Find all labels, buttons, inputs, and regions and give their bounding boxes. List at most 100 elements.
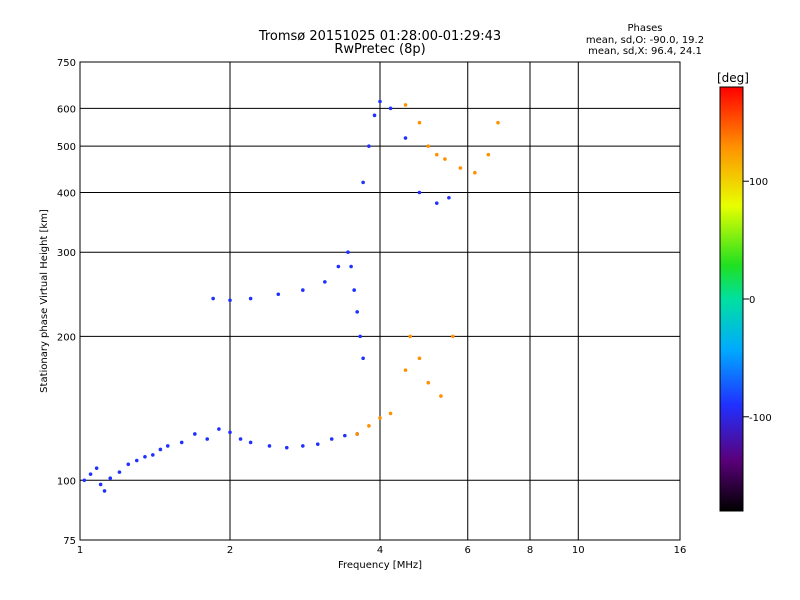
data-point: [355, 310, 359, 314]
data-point: [205, 437, 209, 441]
data-point: [458, 166, 463, 170]
data-point: [158, 447, 163, 452]
data-point: [228, 298, 232, 303]
chart-subtitle: RwPretec (8p): [334, 42, 425, 57]
data-point: [367, 144, 371, 148]
data-point: [126, 462, 131, 467]
y-tick-labels: 750 600 500 400 300 200 100 75: [57, 58, 76, 547]
data-point: [165, 444, 170, 448]
data-point: [403, 136, 408, 140]
data-point: [426, 380, 431, 385]
data-point: [276, 292, 281, 297]
colorbar-tick-label: 0: [749, 295, 755, 306]
data-point: [336, 264, 341, 269]
y-tick-label: 100: [57, 476, 76, 487]
x-tick-label: 10: [572, 545, 585, 556]
y-tick-label: 500: [57, 142, 76, 153]
colorbar: [719, 86, 744, 512]
data-point: [238, 437, 243, 441]
data-point: [94, 466, 99, 470]
data-point: [108, 476, 113, 481]
data-point: [301, 444, 305, 448]
chart-title: Tromsø 20151025 01:28:00-01:29:43: [258, 29, 501, 44]
data-point: [117, 470, 122, 474]
x-tick-label: 6: [465, 545, 471, 556]
data-point: [151, 453, 155, 457]
x-tick-label: 2: [227, 545, 233, 556]
y-axis-label: Stationary phase Virtual Height [km]: [39, 209, 50, 393]
x-axis-label: Frequency [MHz]: [338, 560, 422, 571]
data-point: [355, 432, 359, 436]
data-point: [496, 120, 500, 125]
data-point: [82, 478, 87, 483]
data-point: [443, 157, 447, 161]
colorbar-tick-label: 100: [749, 177, 768, 188]
colorbar-ticks: 100 0 -100: [743, 177, 772, 424]
data-point: [378, 416, 382, 420]
data-point: [439, 394, 443, 398]
data-point: [284, 445, 289, 450]
data-point: [143, 454, 147, 459]
data-point: [301, 288, 305, 292]
x-tick-label: 1: [77, 545, 83, 556]
data-point: [349, 264, 353, 269]
data-point: [329, 437, 334, 441]
data-point: [361, 180, 365, 185]
data-point: [417, 190, 422, 195]
data-point: [134, 458, 139, 463]
data-point: [451, 334, 455, 339]
data-point: [102, 489, 107, 493]
y-tick-label: 750: [57, 58, 76, 69]
x-tick-label: 8: [527, 545, 533, 556]
data-point: [434, 152, 439, 157]
y-tick-label: 600: [57, 104, 76, 115]
data-point: [228, 430, 232, 435]
data-point: [367, 424, 371, 428]
data-point: [417, 356, 422, 361]
data-point: [426, 144, 431, 148]
data-point: [388, 106, 393, 111]
data-point: [378, 99, 382, 104]
data-point: [352, 288, 356, 292]
data-point: [346, 250, 350, 255]
x-tick-label: 4: [377, 545, 383, 556]
data-point: [447, 195, 451, 200]
data-point: [434, 201, 439, 205]
colorbar-tick-label: -100: [749, 413, 772, 424]
y-tick-label: 75: [63, 536, 76, 547]
data-point: [248, 440, 253, 445]
data-point: [358, 334, 362, 339]
data-point: [372, 113, 377, 118]
data-point: [473, 170, 477, 175]
stats-title: Phases: [627, 23, 662, 34]
stats-line-x: mean, sd,X: 96.4, 24.1: [588, 46, 702, 57]
data-point: [417, 120, 422, 125]
data-point: [486, 152, 491, 157]
data-points: [82, 99, 500, 493]
data-point: [217, 427, 221, 431]
data-point: [179, 440, 184, 445]
data-point: [193, 432, 197, 436]
data-point: [361, 356, 365, 361]
x-tick-label: 16: [674, 545, 687, 556]
grid-lines: [80, 62, 680, 540]
data-point: [408, 334, 413, 339]
data-point: [315, 442, 320, 446]
data-point: [388, 411, 393, 416]
y-tick-label: 400: [57, 188, 76, 199]
data-point: [403, 368, 408, 372]
colorbar-label: [deg]: [717, 71, 749, 85]
data-point: [323, 280, 327, 284]
data-point: [98, 482, 103, 487]
y-tick-label: 200: [57, 332, 76, 343]
data-point: [211, 296, 215, 301]
x-tick-labels: 1 2 4 6 8 10 16: [77, 545, 687, 556]
data-point: [248, 296, 253, 301]
data-point: [403, 103, 408, 107]
data-point: [88, 472, 93, 476]
data-point: [267, 444, 272, 448]
y-tick-label: 300: [57, 248, 76, 259]
data-point: [343, 433, 347, 438]
stats-line-o: mean, sd,O: -90.0, 19.2: [586, 35, 704, 46]
